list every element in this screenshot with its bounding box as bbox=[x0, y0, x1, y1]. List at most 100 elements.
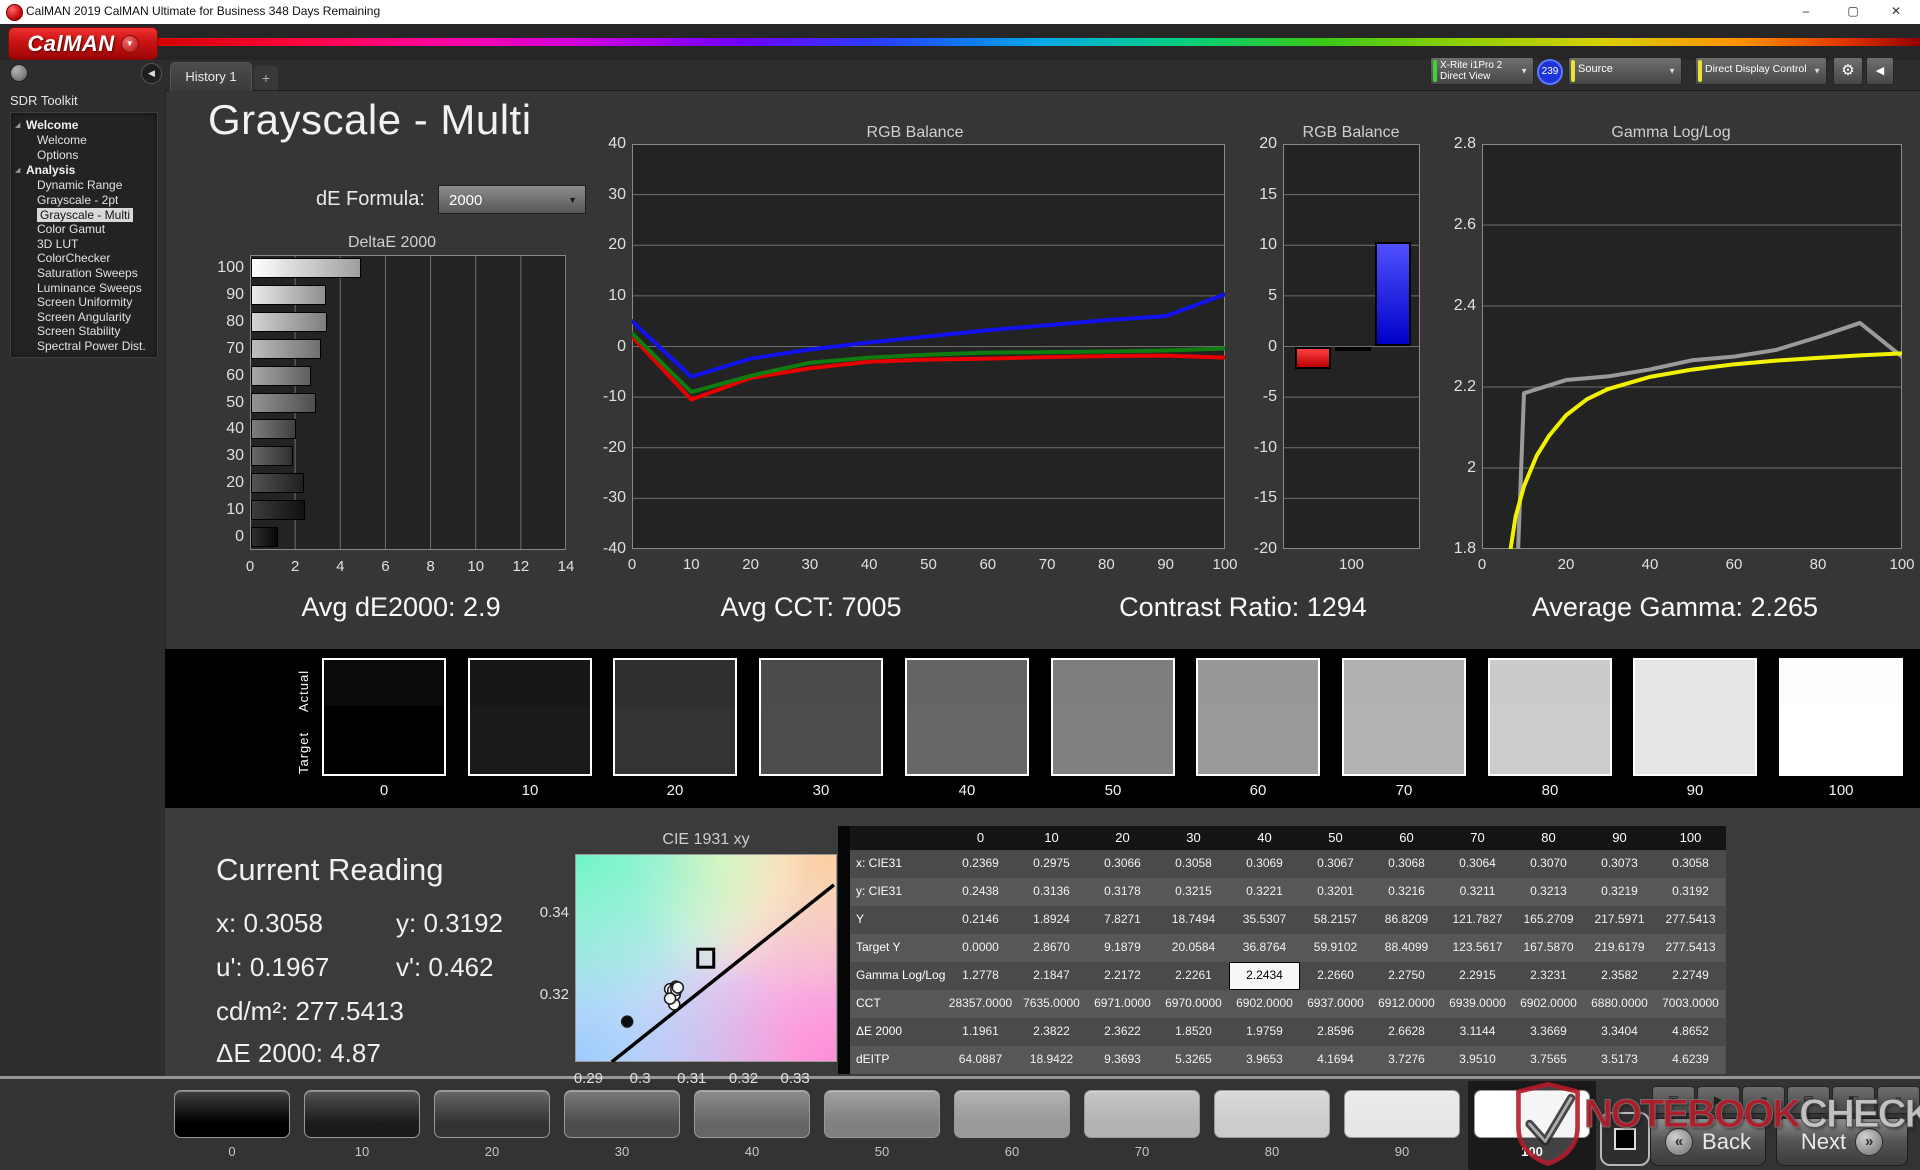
source-status-bar bbox=[1571, 60, 1575, 82]
swatch-level-label: 100 bbox=[1828, 782, 1854, 799]
maximize-icon[interactable]: ▢ bbox=[1847, 4, 1859, 18]
pattern-button-90[interactable] bbox=[1344, 1090, 1460, 1138]
pattern-button-80[interactable] bbox=[1214, 1090, 1330, 1138]
pattern-button-label: 100 bbox=[1521, 1144, 1543, 1159]
close-icon[interactable]: ✕ bbox=[1890, 4, 1902, 18]
table-cell: 0.3070 bbox=[1530, 856, 1567, 870]
sidebar-item-options[interactable]: Options bbox=[11, 148, 157, 163]
grayscale-swatch-60 bbox=[1196, 658, 1320, 776]
rgb-balance-bar-title: RGB Balance bbox=[1302, 124, 1400, 141]
deltae-xtick: 8 bbox=[426, 558, 435, 575]
rgbbar-ytick: 15 bbox=[1259, 185, 1277, 203]
sidebar-item-label: Grayscale - 2pt bbox=[37, 193, 119, 208]
sidebar-item-dynamic-range[interactable]: Dynamic Range bbox=[11, 178, 157, 193]
gamma-xtick: 60 bbox=[1725, 556, 1743, 573]
back-button[interactable]: « Back bbox=[1650, 1118, 1766, 1166]
table-row-label: Y bbox=[856, 912, 865, 926]
pattern-button-label: 90 bbox=[1394, 1144, 1410, 1159]
sidebar-section-analysis[interactable]: ◢ Analysis bbox=[11, 162, 157, 178]
rgb-xtick: 70 bbox=[1038, 556, 1056, 573]
sidebar-item-luminance-sweeps[interactable]: Luminance Sweeps bbox=[11, 280, 157, 295]
sidebar-item-label: Welcome bbox=[37, 133, 87, 148]
panel-collapse-icon[interactable]: ◀ bbox=[1866, 57, 1894, 85]
rgb-ytick: -30 bbox=[602, 489, 626, 507]
mini-toolbar-icon[interactable]: ▶ bbox=[1697, 1086, 1740, 1114]
minimize-icon[interactable]: – bbox=[1802, 4, 1810, 18]
mini-toolbar-icon[interactable]: ▣ bbox=[1652, 1086, 1695, 1114]
deltae-bar bbox=[251, 338, 322, 359]
sidebar-collapse-icon[interactable]: ◀ bbox=[141, 63, 162, 84]
rgbbar-ytick: 20 bbox=[1259, 135, 1277, 152]
table-cell: 3.7276 bbox=[1388, 1052, 1425, 1066]
mini-toolbar-icon[interactable]: ≡ bbox=[1877, 1086, 1920, 1114]
display-control-dropdown[interactable]: Direct Display Control ▼ bbox=[1695, 57, 1827, 85]
table-cell: 2.2750 bbox=[1388, 968, 1425, 982]
de-formula-dropdown[interactable]: 2000 ▼ bbox=[438, 185, 586, 214]
sidebar-item-screen-stability[interactable]: Screen Stability bbox=[11, 324, 157, 339]
calman-menu-button[interactable]: CalMAN ▼ bbox=[8, 27, 158, 60]
mini-toolbar-icon[interactable]: ◧ bbox=[1832, 1086, 1875, 1114]
sidebar-item-3d-lut[interactable]: 3D LUT bbox=[11, 237, 157, 252]
deltae-bar bbox=[251, 446, 293, 467]
table-cell: 59.9102 bbox=[1313, 940, 1358, 954]
rgb-xtick: 80 bbox=[1098, 556, 1115, 573]
swatch-target bbox=[324, 706, 444, 774]
table-cell: 0.3213 bbox=[1530, 884, 1567, 898]
rgbbar-green-bar bbox=[1335, 346, 1371, 351]
table-cell: 18.9422 bbox=[1029, 1052, 1074, 1066]
sidebar-section-welcome[interactable]: ◢ Welcome bbox=[11, 117, 157, 133]
chevron-down-icon: ▼ bbox=[1813, 66, 1821, 76]
sidebar-item-saturation-sweeps[interactable]: Saturation Sweeps bbox=[11, 266, 157, 281]
workflow-radio-button[interactable] bbox=[10, 64, 28, 82]
pattern-window-icon[interactable] bbox=[1600, 1112, 1650, 1166]
sidebar-item-screen-uniformity[interactable]: Screen Uniformity bbox=[11, 295, 157, 310]
table-cell: 0.3058 bbox=[1672, 856, 1709, 870]
pattern-button-100[interactable] bbox=[1474, 1090, 1590, 1138]
pattern-button-70[interactable] bbox=[1084, 1090, 1200, 1138]
swatch-target bbox=[615, 706, 735, 774]
pattern-button-label: 10 bbox=[354, 1144, 370, 1159]
rgb-xtick: 100 bbox=[1212, 556, 1238, 573]
gear-icon[interactable]: ⚙ bbox=[1833, 57, 1863, 85]
table-cell: 0.3221 bbox=[1246, 884, 1283, 898]
sidebar-item-grayscale-multi[interactable]: Grayscale - Multi bbox=[11, 207, 157, 222]
meter-dropdown[interactable]: X-Rite i1Pro 2 Direct View ▼ bbox=[1430, 57, 1534, 85]
pattern-button-40[interactable] bbox=[694, 1090, 810, 1138]
table-col-header: 50 bbox=[1328, 830, 1343, 845]
sidebar-item-welcome[interactable]: Welcome bbox=[11, 133, 157, 148]
table-cell: 0.3073 bbox=[1601, 856, 1638, 870]
gamma-ytick: 2.8 bbox=[1453, 135, 1476, 152]
pattern-button-30[interactable] bbox=[564, 1090, 680, 1138]
sidebar-item-grayscale-2pt[interactable]: Grayscale - 2pt bbox=[11, 193, 157, 208]
sidebar-item-colorchecker[interactable]: ColorChecker bbox=[11, 251, 157, 266]
table-cell: 2.8596 bbox=[1317, 1024, 1354, 1038]
sidebar-item-spectral-power-dist-[interactable]: Spectral Power Dist. bbox=[11, 339, 157, 354]
table-cell: 2.3822 bbox=[1033, 1024, 1070, 1038]
sidebar-item-color-gamut[interactable]: Color Gamut bbox=[11, 222, 157, 237]
sidebar-item-label: Screen Angularity bbox=[37, 309, 132, 324]
pattern-button-20[interactable] bbox=[434, 1090, 550, 1138]
pattern-button-10[interactable] bbox=[304, 1090, 420, 1138]
pattern-button-60[interactable] bbox=[954, 1090, 1070, 1138]
table-cell: 0.3178 bbox=[1104, 884, 1141, 898]
gamma-xtick: 100 bbox=[1889, 556, 1915, 573]
pattern-button-50[interactable] bbox=[824, 1090, 940, 1138]
add-tab-button[interactable]: + bbox=[254, 66, 278, 90]
mini-toolbar-icon[interactable]: ■ bbox=[1742, 1086, 1785, 1114]
table-cell: 36.8764 bbox=[1242, 940, 1287, 954]
next-button[interactable]: Next » bbox=[1776, 1118, 1908, 1166]
pattern-button-0[interactable] bbox=[174, 1090, 290, 1138]
table-cell: 2.2261 bbox=[1175, 968, 1212, 982]
pattern-button-label: 0 bbox=[228, 1144, 236, 1159]
source-dropdown[interactable]: Source ▼ bbox=[1568, 57, 1682, 85]
table-cell: 0.3069 bbox=[1246, 856, 1283, 870]
table-cell: 18.7494 bbox=[1171, 912, 1216, 926]
mini-toolbar-icon[interactable]: ▤ bbox=[1787, 1086, 1830, 1114]
tab-history-1[interactable]: History 1 bbox=[170, 62, 252, 91]
reading-x: x: 0.3058 bbox=[216, 908, 323, 938]
sidebar-item-screen-angularity[interactable]: Screen Angularity bbox=[11, 310, 157, 325]
table-cell: 58.2157 bbox=[1313, 912, 1358, 926]
deltae-bar bbox=[251, 365, 312, 386]
gamma-plot bbox=[1482, 144, 1902, 549]
